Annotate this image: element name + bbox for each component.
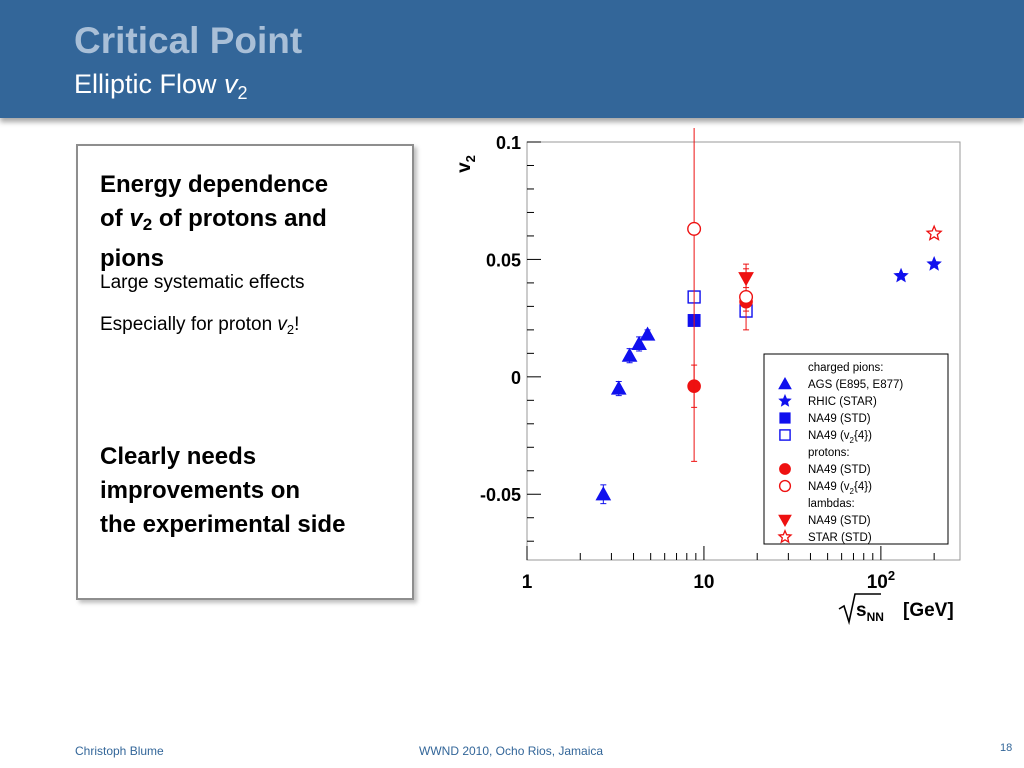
footer-author: Christoph Blume xyxy=(75,744,164,758)
legend-group-title: protons: xyxy=(808,447,850,459)
legend-entry-text: {4}) xyxy=(854,481,872,493)
x-tick-label: 102 xyxy=(867,568,895,593)
data-point xyxy=(926,255,942,271)
legend-entry-label: AGS (E895, E877) xyxy=(808,379,903,391)
heading-text: of xyxy=(100,205,130,232)
heading-needs-improvements: Clearly needs improvements on the experi… xyxy=(100,440,345,542)
bullet-variable: v xyxy=(277,314,287,335)
page-number: 18 xyxy=(1000,742,1013,754)
legend-entry-label: NA49 (v2{4}) xyxy=(808,481,872,496)
x-tick-label-exponent: 2 xyxy=(888,568,895,583)
legend-marker xyxy=(778,479,792,493)
legend-entry-text: STAR (STD) xyxy=(808,532,872,544)
heading-line: Energy dependence xyxy=(100,171,329,198)
data-point xyxy=(610,380,627,395)
slide-title: Critical Point xyxy=(74,20,303,61)
legend-group-title: lambdas: xyxy=(808,498,855,510)
legend-entry-text: NA49 (v xyxy=(808,481,850,493)
x-axis-label: sNN xyxy=(856,600,884,624)
title-bar: Critical Point Elliptic Flow v2 xyxy=(0,0,1024,118)
sqrt-sign xyxy=(838,593,881,626)
heading-line: of v2 of protons and xyxy=(100,202,328,242)
bullet-text: Especially for proton xyxy=(100,314,278,335)
bullet-text: ! xyxy=(294,314,300,335)
legend-entry-label: NA49 (v2{4}) xyxy=(808,430,872,445)
data-point xyxy=(639,326,656,341)
legend-marker xyxy=(779,429,791,441)
data-point xyxy=(893,267,909,283)
data-point xyxy=(631,335,647,351)
data-point xyxy=(687,221,702,236)
legend-marker xyxy=(779,412,791,424)
y-axis-label: v2 xyxy=(454,155,478,173)
x-axis-label-main: s xyxy=(856,600,867,621)
heading-line: pions xyxy=(100,245,164,272)
heading-energy-dependence: Energy dependence of v2 of protons and p… xyxy=(100,168,328,276)
bullet-systematic-effects: Large systematic effects xyxy=(100,272,305,293)
legend-marker xyxy=(778,393,792,407)
x-tick-label: 1 xyxy=(522,572,533,593)
legend-entry-label: NA49 (STD) xyxy=(808,515,871,527)
plot-frame xyxy=(526,141,961,561)
data-markers xyxy=(595,128,943,505)
subtitle-text: Elliptic Flow xyxy=(74,69,225,99)
data-point xyxy=(738,272,754,287)
heading-variable: v xyxy=(129,205,143,232)
legend-marker xyxy=(778,514,792,528)
legend: charged pions: AGS (E895, E877) RHIC (STAR… xyxy=(763,353,949,545)
bullet-subscript: 2 xyxy=(286,322,295,337)
data-point xyxy=(595,486,612,501)
bullet-proton-v2: Especially for proton v2! xyxy=(100,314,299,337)
heading-text: of protons and xyxy=(152,205,327,232)
legend-entry-text: {4}) xyxy=(854,430,872,442)
legend-entry-text: RHIC (STAR) xyxy=(808,396,877,408)
slide-subtitle: Elliptic Flow v2 xyxy=(74,69,248,104)
legend-marker xyxy=(777,529,793,544)
y-tick-label: 0.1 xyxy=(496,133,521,153)
legend-entry-label: STAR (STD) xyxy=(808,532,872,544)
legend-entry-text: NA49 (v xyxy=(808,430,850,442)
y-tick-label: 0 xyxy=(511,368,521,388)
legend-group-title: charged pions: xyxy=(808,362,883,374)
data-point xyxy=(621,347,638,362)
heading-line: Clearly needs xyxy=(100,443,257,470)
legend-entry-subscript: 2 xyxy=(850,487,855,496)
legend-entry-label: NA49 (STD) xyxy=(808,413,871,425)
legend-entry-subscript: 2 xyxy=(850,436,855,445)
heading-line: improvements on xyxy=(100,477,301,504)
y-tick-label: -0.05 xyxy=(480,485,521,505)
legend-box xyxy=(763,353,949,545)
legend-entry-label: RHIC (STAR) xyxy=(808,396,877,408)
footer-event: WWND 2010, Ocho Rios, Jamaica xyxy=(419,744,604,758)
subtitle-variable: v xyxy=(224,69,238,99)
legend-entry-text: NA49 (STD) xyxy=(808,413,871,425)
x-tick-label: 10 xyxy=(693,572,714,593)
legend-entry-text: NA49 (STD) xyxy=(808,515,871,527)
legend-entry-label: NA49 (STD) xyxy=(808,464,871,476)
v2-energy-dependence-chart: 0.1 0.05 0 -0.05 1 10 102 charged pions: AGS (E… xyxy=(454,128,961,626)
legend-marker xyxy=(778,376,792,390)
subtitle-subscript: 2 xyxy=(237,83,248,103)
y-axis-label-subscript: 2 xyxy=(463,155,478,162)
content-text-box: Energy dependence of v2 of protons and p… xyxy=(76,144,414,600)
heading-subscript: 2 xyxy=(142,215,153,234)
data-point xyxy=(925,224,943,241)
axes: 0.1 0.05 0 -0.05 1 10 102 xyxy=(480,133,935,593)
x-axis-label-subscript: NN xyxy=(867,610,884,624)
legend-entry-text: NA49 (STD) xyxy=(808,464,871,476)
y-tick-label: 0.05 xyxy=(486,250,521,270)
data-point xyxy=(739,289,754,304)
heading-line: the experimental side xyxy=(100,511,346,538)
legend-entry-text: AGS (E895, E877) xyxy=(808,379,903,391)
x-axis-unit: [GeV] xyxy=(903,600,954,621)
legend-marker xyxy=(779,463,791,475)
y-axis-label-main: v xyxy=(454,162,475,173)
